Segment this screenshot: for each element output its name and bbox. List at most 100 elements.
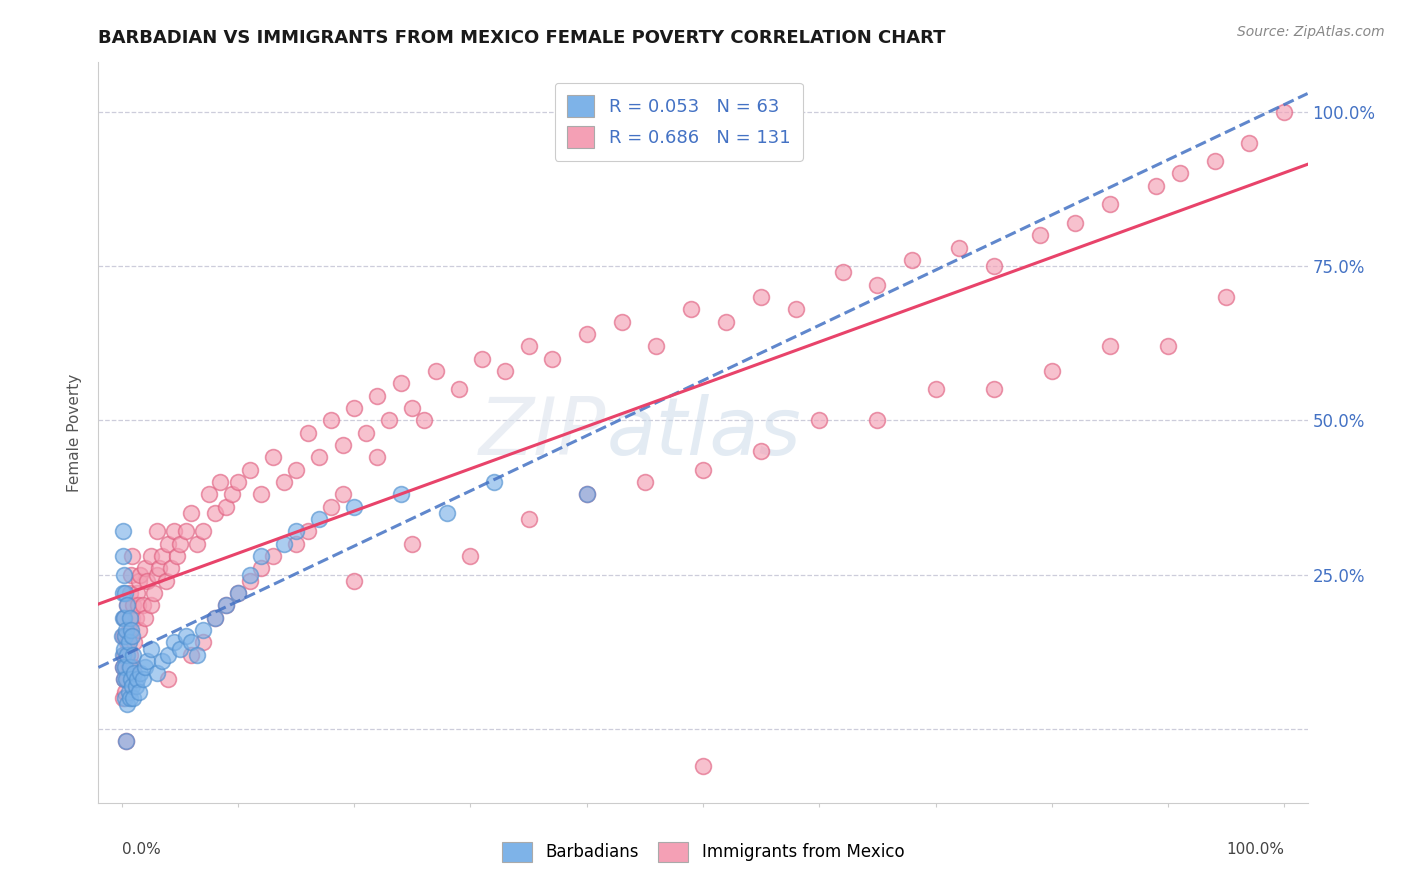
Point (118, 586, 141, 600)
Point (948, 240, 970, 255)
Point (436, 506, 458, 520)
Point (115, 734, 138, 748)
Point (749, 444, 772, 458)
Point (273, 536, 295, 550)
Point (250, 561, 273, 575)
Point (343, 574, 366, 588)
Point (285, 536, 308, 550)
Point (447, 383, 470, 397)
Point (120, 623, 142, 637)
Point (112, 673, 135, 687)
Point (366, 450, 388, 465)
Point (111, 629, 134, 643)
Point (122, 690, 145, 705)
Point (413, 413, 436, 427)
Point (250, 487, 273, 501)
Point (250, 549, 273, 563)
Point (169, 641, 191, 656)
Point (226, 586, 249, 600)
Point (901, 252, 924, 267)
Point (610, 315, 633, 329)
Text: 0.0%: 0.0% (122, 842, 160, 856)
Point (401, 401, 423, 415)
Text: ZIP: ZIP (479, 393, 606, 472)
Point (120, 673, 142, 687)
Point (139, 549, 162, 563)
Point (540, 351, 562, 366)
Point (128, 623, 150, 637)
Point (157, 536, 180, 550)
Point (128, 574, 150, 588)
Point (111, 611, 134, 625)
Point (114, 690, 136, 705)
Point (118, 660, 141, 674)
Point (378, 413, 401, 427)
Point (122, 648, 145, 662)
Point (1064, 216, 1087, 230)
Point (134, 561, 156, 575)
Point (143, 586, 166, 600)
Point (575, 487, 598, 501)
Point (332, 438, 354, 452)
Point (121, 549, 143, 563)
Point (575, 487, 598, 501)
Point (120, 629, 142, 643)
Point (494, 364, 516, 378)
Point (209, 475, 232, 489)
Point (114, 660, 136, 674)
Point (157, 648, 180, 662)
Point (482, 475, 505, 489)
Point (239, 462, 262, 476)
Point (204, 611, 226, 625)
Point (124, 611, 146, 625)
Point (297, 425, 319, 440)
Point (401, 536, 423, 550)
Point (111, 660, 134, 674)
Point (112, 611, 135, 625)
Point (174, 524, 197, 539)
Point (389, 487, 412, 501)
Point (124, 635, 146, 649)
Point (215, 599, 238, 613)
Point (112, 641, 135, 656)
Point (112, 660, 135, 674)
Point (114, 660, 136, 674)
Point (983, 259, 1005, 273)
Point (1215, 290, 1237, 304)
Point (136, 574, 159, 588)
Point (354, 425, 377, 440)
Point (1272, 104, 1295, 119)
Point (716, 315, 738, 329)
Point (471, 351, 494, 366)
Point (111, 629, 134, 643)
Point (131, 599, 153, 613)
Point (111, 524, 134, 539)
Legend: Barbadians, Immigrants from Mexico: Barbadians, Immigrants from Mexico (495, 835, 911, 869)
Point (180, 635, 202, 649)
Point (121, 629, 143, 643)
Point (129, 567, 152, 582)
Point (111, 549, 134, 563)
Point (117, 635, 139, 649)
Point (166, 549, 188, 563)
Point (120, 567, 142, 582)
Point (517, 339, 540, 353)
Point (366, 389, 388, 403)
Point (308, 450, 330, 465)
Point (1098, 339, 1121, 353)
Point (180, 506, 202, 520)
Point (1168, 166, 1191, 180)
Point (215, 500, 238, 514)
Point (215, 599, 238, 613)
Text: BARBADIAN VS IMMIGRANTS FROM MEXICO FEMALE POVERTY CORRELATION CHART: BARBADIAN VS IMMIGRANTS FROM MEXICO FEMA… (98, 29, 946, 47)
Point (118, 685, 141, 699)
Point (121, 611, 143, 625)
Point (139, 641, 162, 656)
Point (575, 326, 598, 341)
Point (692, 758, 714, 772)
Point (186, 648, 208, 662)
Point (163, 524, 186, 539)
Point (121, 679, 143, 693)
Point (239, 567, 262, 582)
Point (139, 599, 162, 613)
